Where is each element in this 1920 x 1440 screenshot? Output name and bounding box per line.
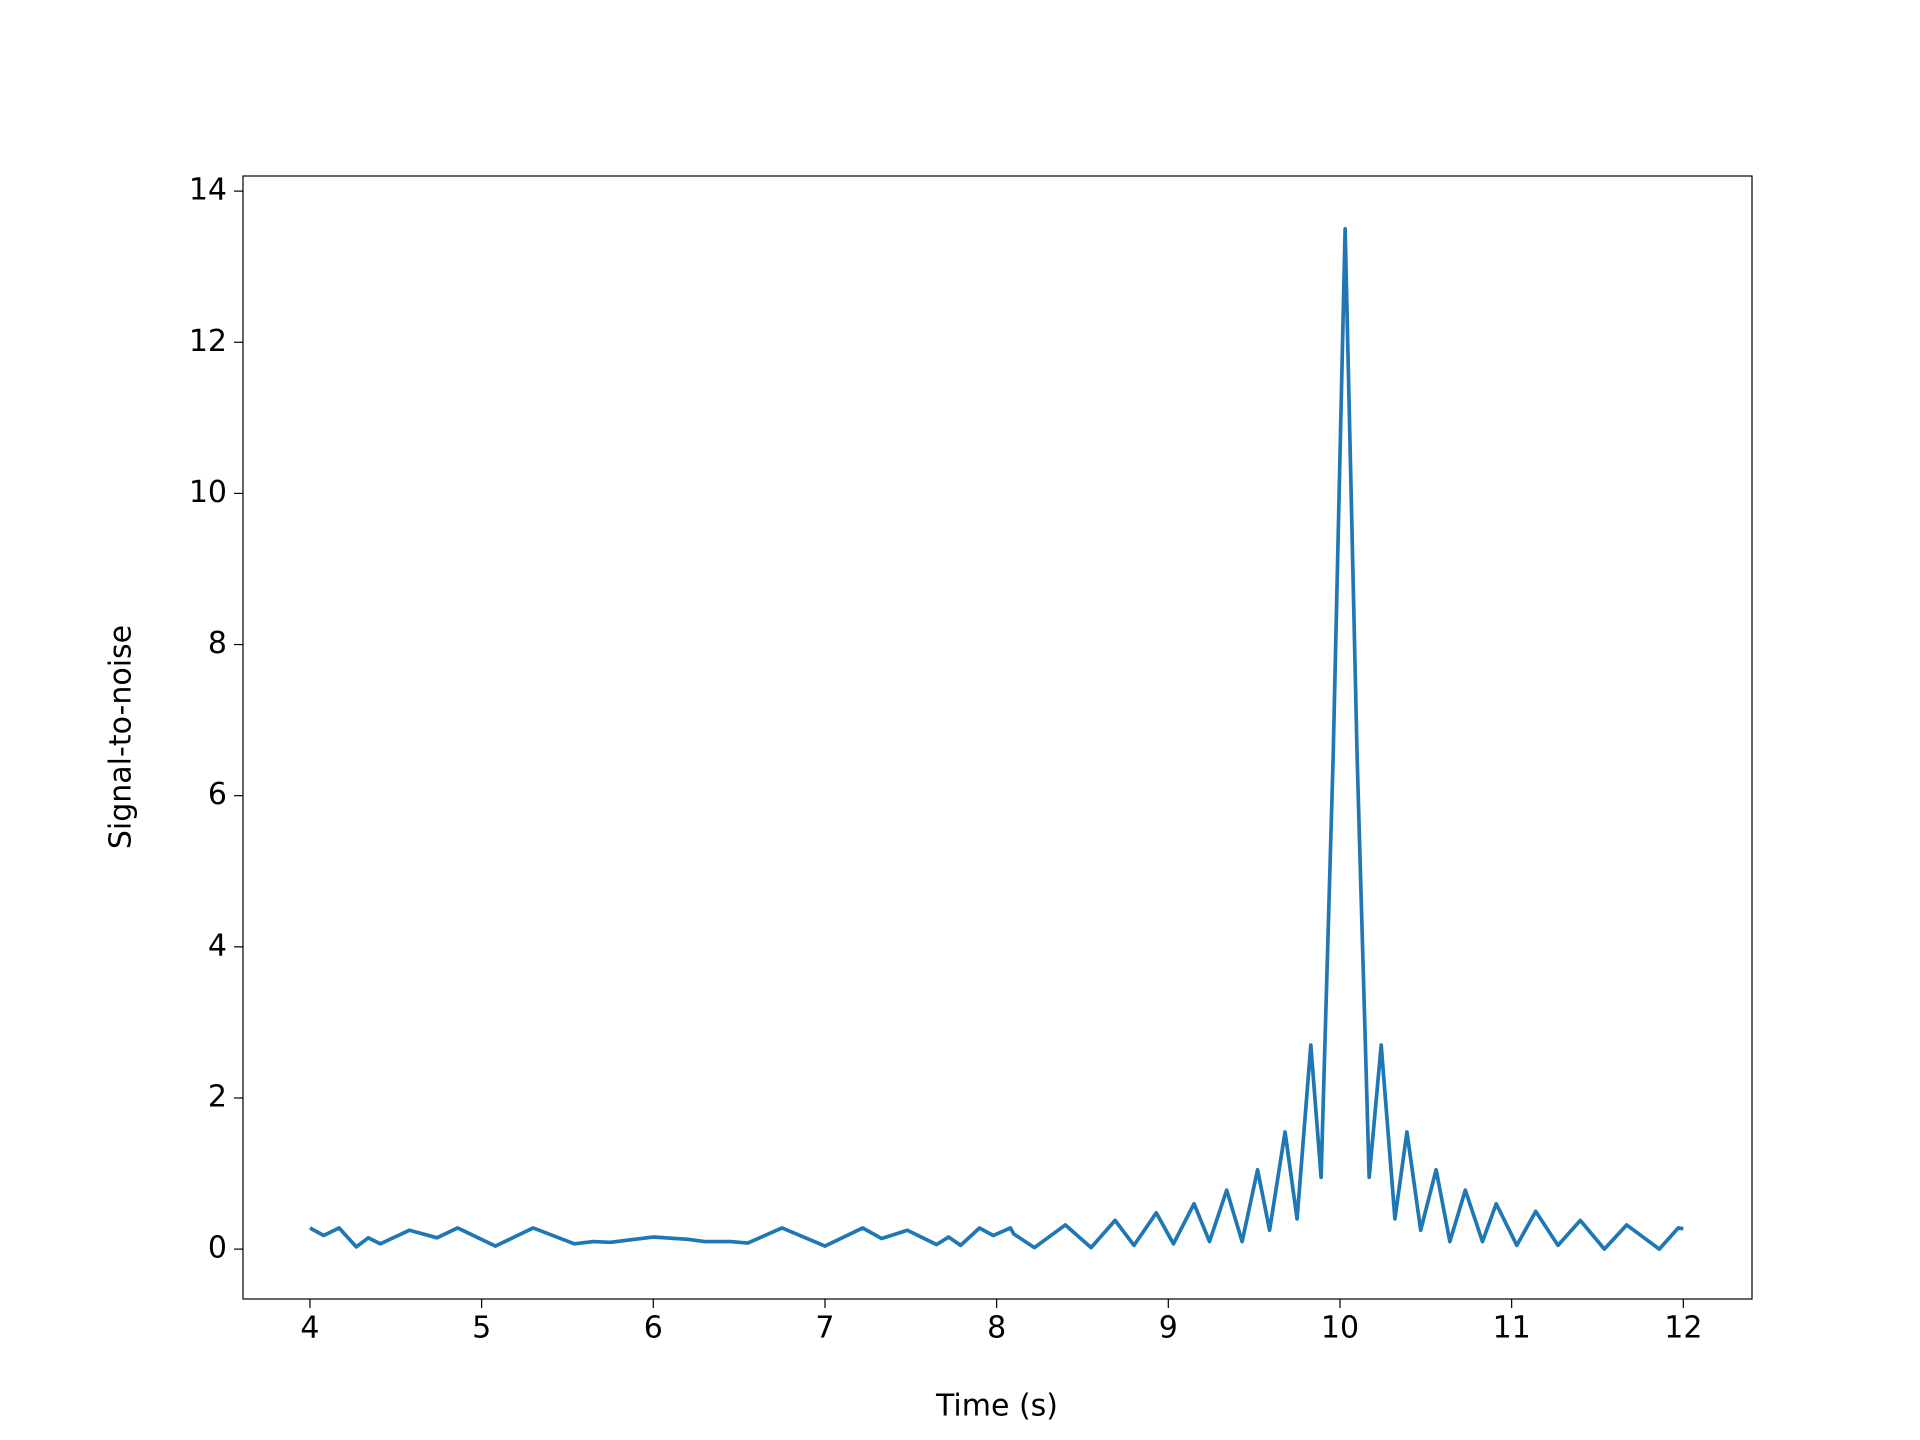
plot-frame: [242, 175, 1753, 1300]
y-tick-label: 8: [208, 626, 227, 661]
x-tick-label: 4: [300, 1311, 319, 1346]
x-tick-label: 12: [1664, 1311, 1702, 1346]
y-tick-label: 2: [208, 1079, 227, 1114]
y-tick-label: 12: [189, 324, 227, 359]
y-tick-label: 10: [189, 475, 227, 510]
x-tick-label: 8: [987, 1311, 1006, 1346]
x-tick-label: 10: [1321, 1311, 1359, 1346]
y-tick-label: 14: [189, 173, 227, 208]
x-tick-label: 5: [472, 1311, 491, 1346]
x-tick-label: 7: [815, 1311, 834, 1346]
y-axis-label: Signal-to-noise: [104, 625, 139, 849]
x-tick-label: 9: [1159, 1311, 1178, 1346]
x-axis-label: Time (s): [935, 1389, 1058, 1424]
x-tick-label: 6: [644, 1311, 663, 1346]
y-tick-label: 6: [208, 777, 227, 812]
y-tick-label: 4: [208, 928, 227, 963]
x-tick-label: 11: [1493, 1311, 1531, 1346]
data-line: [309, 227, 1684, 1251]
y-tick-label: 0: [208, 1231, 227, 1266]
